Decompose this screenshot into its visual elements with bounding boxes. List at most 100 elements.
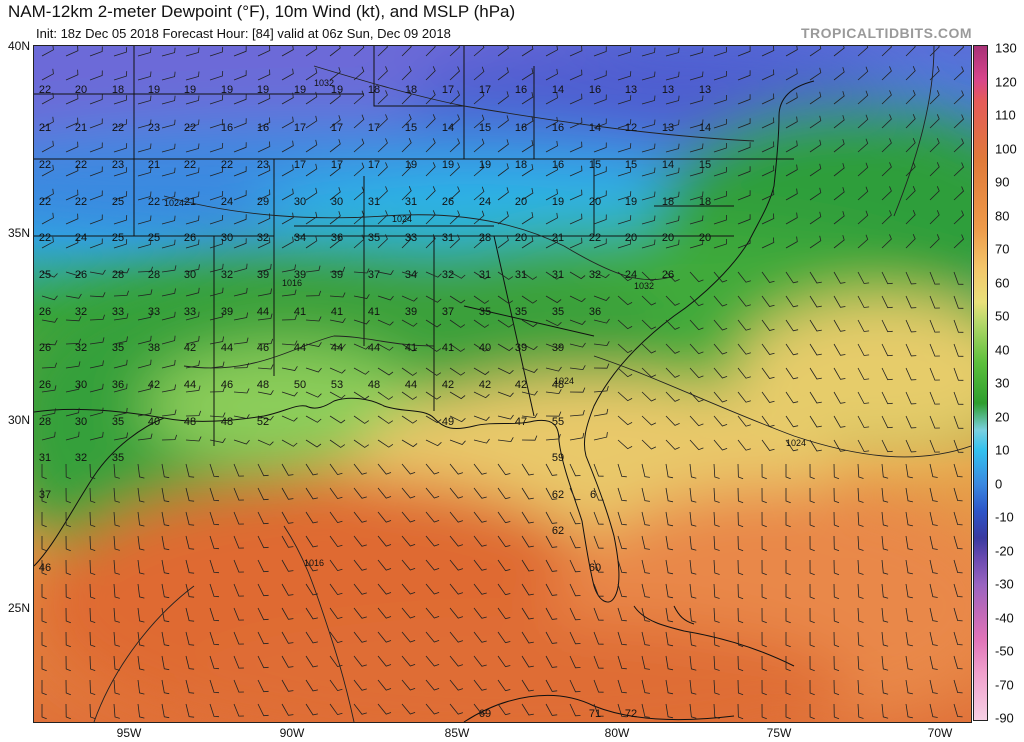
- wind-barb: [905, 559, 913, 575]
- wind-barb: [353, 66, 365, 81]
- wind-barb: [113, 535, 120, 551]
- wind-barb: [593, 679, 604, 693]
- wind-barb: [857, 559, 864, 575]
- wind-barb: [41, 680, 47, 696]
- wind-barb: [929, 511, 938, 526]
- wind-barb: [929, 114, 940, 129]
- dewpoint-value: 17: [294, 122, 306, 134]
- wind-barb: [233, 70, 247, 81]
- wind-barb: [569, 655, 581, 669]
- wind-barb: [497, 703, 511, 716]
- dewpoint-value: 42: [148, 379, 160, 391]
- wind-barb: [353, 703, 367, 715]
- wind-barb: [425, 186, 436, 201]
- wind-barb: [713, 46, 727, 57]
- wind-barb: [953, 343, 964, 357]
- wind-barb: [329, 679, 343, 692]
- wind-barb: [905, 487, 913, 503]
- wind-barb: [305, 439, 322, 448]
- wind-barb: [257, 263, 272, 273]
- wind-barb: [449, 655, 464, 667]
- wind-barb: [161, 703, 170, 719]
- wind-barb: [329, 583, 343, 596]
- wind-barb: [689, 47, 704, 57]
- wind-barb: [233, 388, 250, 394]
- dewpoint-value: 20: [515, 232, 527, 244]
- wind-barb: [401, 295, 418, 302]
- wind-barb: [329, 487, 343, 500]
- wind-barb: [953, 234, 964, 249]
- dewpoint-value: 42: [184, 342, 196, 354]
- wind-barb: [545, 92, 558, 105]
- wind-barb: [41, 512, 47, 528]
- dewpoint-value: 16: [589, 84, 601, 96]
- wind-barb: [401, 487, 416, 499]
- wind-barb: [617, 271, 633, 282]
- wind-barb: [809, 295, 822, 308]
- colorbar-tick-label: 50: [995, 308, 1010, 324]
- wind-barb: [761, 391, 775, 403]
- wind-barb: [617, 71, 632, 81]
- wind-barb: [497, 67, 509, 81]
- dewpoint-value: 32: [75, 306, 87, 318]
- dewpoint-value: 37: [442, 306, 454, 318]
- wind-barb: [521, 116, 534, 129]
- wind-barb: [929, 655, 938, 670]
- wind-barb: [953, 703, 963, 718]
- wind-barb: [905, 66, 916, 81]
- wind-barb: [425, 343, 442, 352]
- wind-barb: [617, 167, 632, 177]
- wind-barb: [569, 631, 581, 645]
- wind-barb: [305, 679, 318, 692]
- dewpoint-value: 48: [552, 379, 564, 391]
- wind-barb: [641, 631, 650, 646]
- wind-barb: [497, 343, 514, 352]
- wind-barb: [809, 535, 815, 552]
- wind-barb: [137, 71, 152, 81]
- wind-barb: [881, 319, 893, 333]
- dewpoint-value: 44: [294, 342, 306, 354]
- wind-barb: [665, 271, 680, 282]
- wind-barb: [89, 655, 96, 671]
- dewpoint-value: 25: [112, 196, 124, 208]
- wind-barb: [617, 295, 633, 306]
- wind-barb: [281, 264, 296, 273]
- wind-barb: [449, 415, 466, 423]
- wind-barb: [953, 114, 964, 129]
- wind-barb: [593, 94, 607, 105]
- isobar-label: 1024: [392, 214, 412, 224]
- wind-barb: [137, 143, 152, 153]
- dewpoint-value: 17: [368, 122, 380, 134]
- wind-barb: [737, 487, 744, 504]
- wind-barb: [305, 265, 321, 273]
- wind-barb: [881, 559, 889, 575]
- dewpoint-value: 18: [368, 84, 380, 96]
- wind-barb: [257, 679, 269, 693]
- dewpoint-value: 22: [184, 122, 196, 134]
- dewpoint-value: 62: [552, 525, 564, 537]
- wind-barb: [761, 535, 767, 552]
- wind-barb: [857, 367, 870, 380]
- wind-barb: [257, 69, 271, 81]
- wind-barb: [713, 214, 727, 225]
- wind-barb: [689, 367, 704, 379]
- wind-barb: [425, 535, 440, 547]
- dewpoint-value: 22: [39, 232, 51, 244]
- wind-barb: [113, 239, 128, 249]
- wind-barb: [569, 295, 586, 303]
- dewpoint-value: 53: [331, 379, 343, 391]
- wind-barb: [113, 290, 129, 297]
- wind-barb: [905, 463, 913, 479]
- wind-barb: [281, 116, 294, 129]
- wind-barb: [833, 91, 845, 105]
- wind-barb: [473, 679, 487, 691]
- wind-barb: [161, 655, 170, 671]
- dewpoint-value: 35: [515, 306, 527, 318]
- wind-barb: [233, 511, 244, 525]
- wind-barb: [521, 511, 534, 524]
- wind-barb: [713, 70, 727, 81]
- dewpoint-value: 39: [552, 342, 564, 354]
- wind-barb: [617, 559, 627, 574]
- wind-barb: [785, 92, 798, 105]
- dewpoint-value: 60: [589, 562, 601, 574]
